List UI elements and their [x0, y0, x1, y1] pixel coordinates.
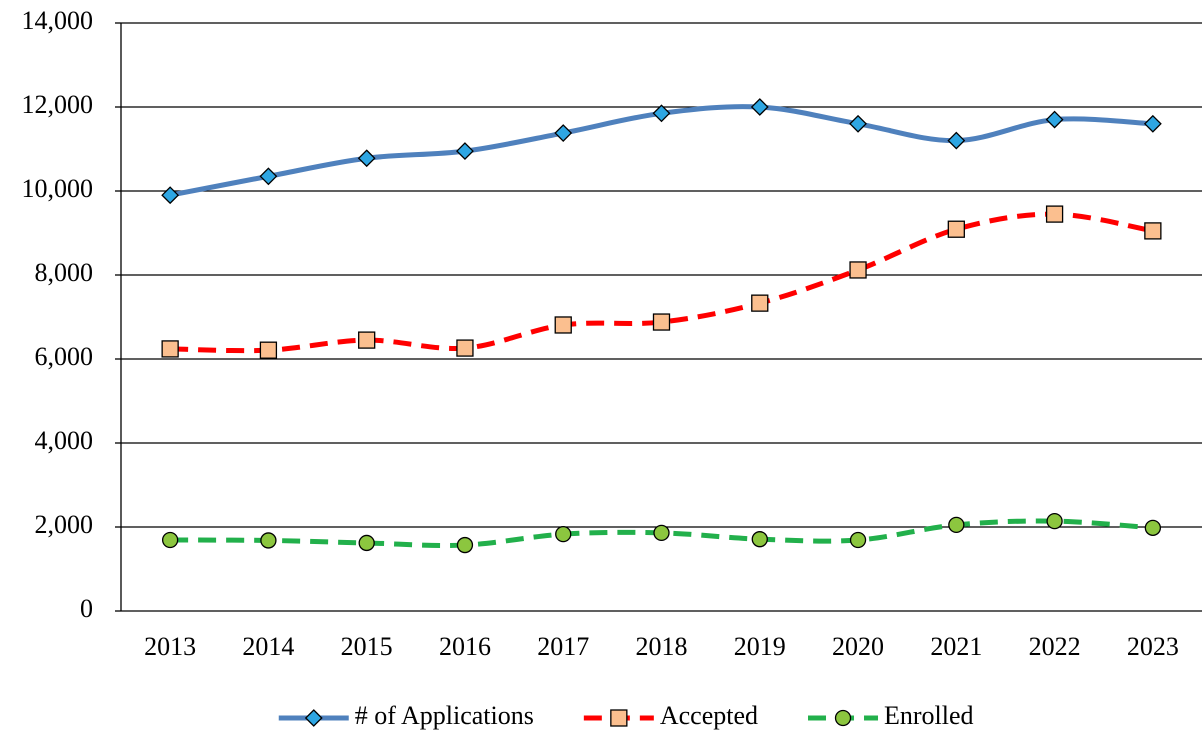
marker: [1045, 110, 1064, 129]
x-tick-label: 2021: [930, 632, 982, 661]
y-tick-label: 2,000: [35, 510, 94, 539]
x-tick-label: 2019: [734, 632, 786, 661]
marker: [948, 516, 965, 534]
x-tick-label: 2022: [1029, 632, 1081, 661]
legend-label: # of Applications: [355, 701, 534, 730]
marker: [456, 536, 474, 554]
marker: [751, 531, 768, 548]
marker: [750, 98, 769, 116]
y-tick-label: 4,000: [35, 426, 94, 455]
series-line: [170, 211, 1154, 354]
x-tick-label: 2014: [242, 632, 294, 661]
y-tick-label: 10,000: [22, 174, 94, 203]
x-tick-label: 2016: [439, 632, 491, 661]
marker: [161, 186, 180, 205]
legend-label: Accepted: [660, 701, 758, 730]
marker: [161, 340, 179, 358]
marker: [304, 709, 323, 727]
x-tick-label: 2013: [144, 632, 196, 661]
marker: [849, 261, 867, 279]
x-tick-label: 2015: [341, 632, 393, 661]
marker: [161, 531, 179, 549]
y-tick-label: 6,000: [35, 342, 94, 371]
marker: [554, 124, 573, 142]
marker: [555, 525, 572, 543]
marker: [456, 339, 474, 357]
marker: [653, 524, 670, 542]
legend-item: Accepted: [583, 701, 758, 730]
marker: [652, 313, 671, 331]
y-tick-label: 14,000: [22, 6, 94, 35]
marker: [357, 149, 376, 168]
marker: [751, 294, 769, 312]
marker: [947, 131, 966, 150]
marker: [1045, 205, 1064, 223]
legend-label: Enrolled: [884, 701, 974, 730]
x-tick-label: 2017: [537, 632, 589, 661]
y-tick-label: 12,000: [22, 90, 94, 119]
marker: [358, 331, 376, 349]
marker: [849, 114, 867, 133]
legend-item: Enrolled: [808, 701, 974, 730]
marker: [849, 531, 867, 549]
marker: [834, 709, 852, 727]
marker: [1046, 512, 1063, 530]
marker: [260, 532, 277, 549]
marker: [358, 534, 375, 552]
legend-item: # of Applications: [278, 701, 534, 730]
marker: [259, 341, 278, 359]
y-tick-label: 0: [80, 594, 93, 623]
x-tick-label: 2018: [636, 632, 688, 661]
marker: [652, 104, 671, 123]
marker: [1144, 222, 1162, 240]
marker: [456, 142, 474, 161]
marker: [610, 709, 628, 727]
marker: [947, 220, 965, 238]
y-tick-label: 8,000: [35, 258, 94, 287]
x-tick-label: 2023: [1127, 632, 1179, 661]
marker: [1143, 114, 1162, 133]
marker: [554, 316, 572, 334]
marker: [259, 167, 278, 186]
marker: [1144, 519, 1162, 536]
x-tick-label: 2020: [832, 632, 884, 661]
